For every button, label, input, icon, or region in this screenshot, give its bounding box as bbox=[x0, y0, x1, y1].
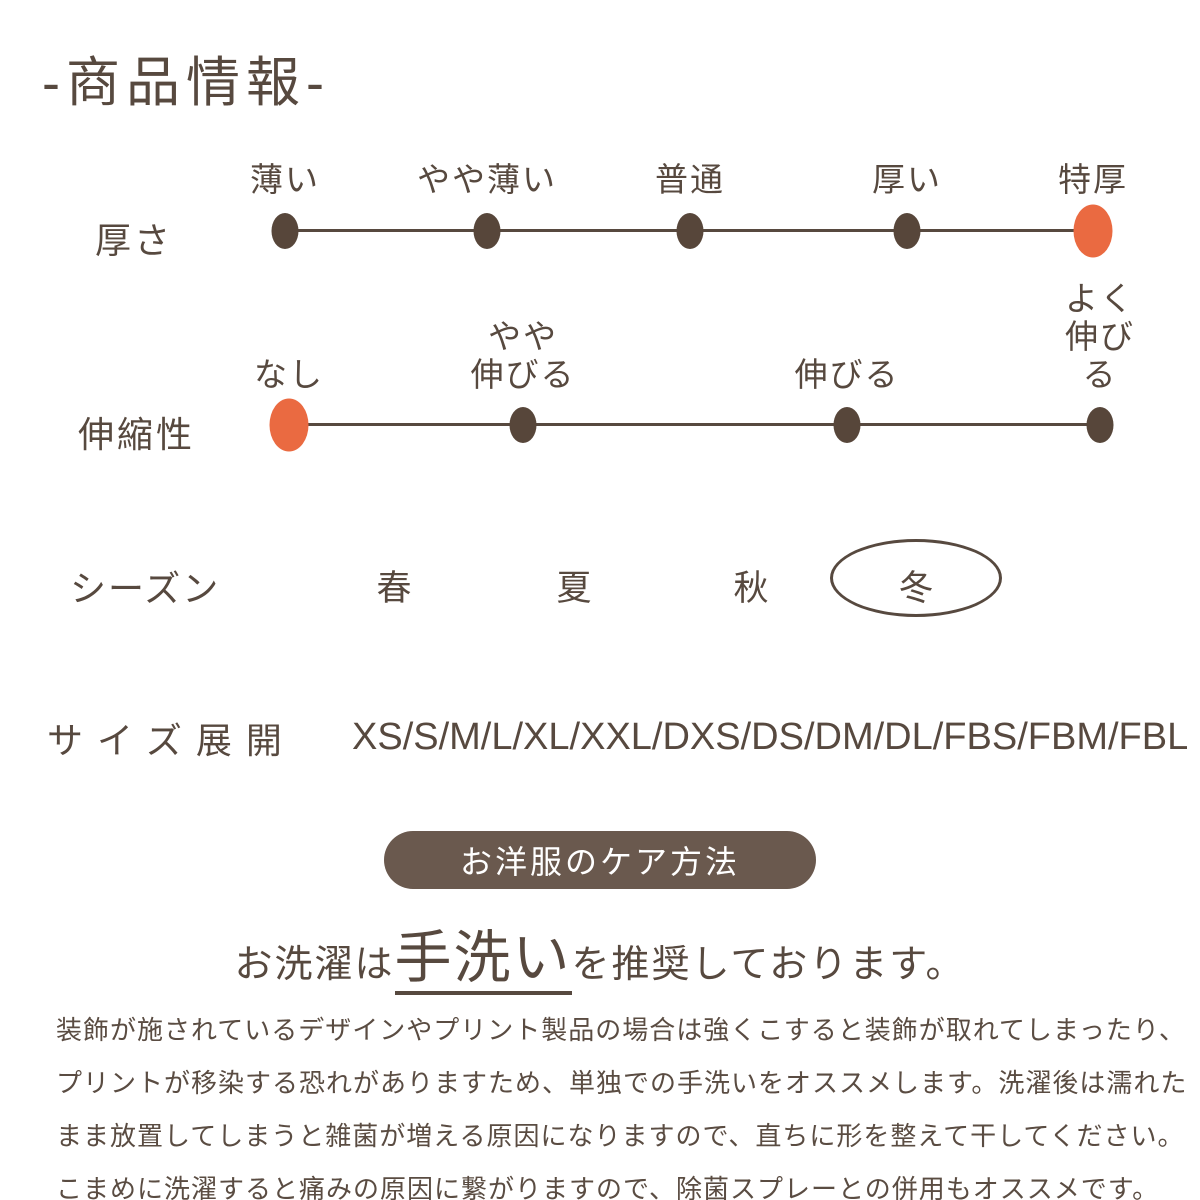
season-option-spring: 春 bbox=[376, 569, 412, 608]
thickness-dot bbox=[271, 213, 299, 249]
headline-suffix: を推奨しております。 bbox=[571, 944, 966, 986]
season-selected-circle bbox=[830, 539, 1002, 617]
page-title: -商品情報- bbox=[42, 53, 330, 113]
care-method-button-label: お洋服のケア方法 bbox=[459, 844, 740, 880]
care-body-line: 装飾が施されているデザインやプリント製品の場合は強くこすると装飾が取れてしまった… bbox=[56, 1015, 1186, 1045]
thickness-option-label: やや薄い bbox=[417, 161, 557, 198]
thickness-dot bbox=[893, 213, 921, 249]
stretch-scale-line bbox=[289, 423, 1100, 426]
thickness-dot bbox=[473, 213, 501, 249]
stretch-dot-selected bbox=[269, 398, 309, 452]
headline-emphasis: 手洗い bbox=[394, 926, 572, 995]
season-option-summer: 夏 bbox=[556, 569, 592, 608]
care-body-line: まま放置してしまうと雑菌が増える原因になりますので、直ちに形を整えて干してくださ… bbox=[56, 1121, 1185, 1151]
thickness-option-label: 特厚 bbox=[1058, 161, 1128, 198]
stretch-option-label: やや 伸びる bbox=[470, 318, 576, 393]
care-method-button[interactable]: お洋服のケア方法 bbox=[384, 831, 816, 889]
thickness-option-label: 普通 bbox=[655, 161, 725, 198]
sizes-row-label: サイズ展開 bbox=[47, 720, 296, 761]
stretch-dot bbox=[833, 407, 861, 443]
care-body-line: こまめに洗濯すると痛みの原因に繋がりますので、除菌スプレーとの併用もオススメです… bbox=[56, 1174, 1160, 1200]
stretch-dot bbox=[509, 407, 537, 443]
thickness-dot bbox=[676, 213, 704, 249]
handwash-headline: お洗濯は手洗いを推奨しております。 bbox=[0, 912, 1200, 995]
season-option-autumn: 秋 bbox=[733, 569, 769, 608]
sizes-value: XS/S/M/L/XL/XXL/DXS/DS/DM/DL/FBS/FBM/FBL bbox=[352, 716, 1189, 758]
stretch-option-label: なし bbox=[254, 356, 324, 393]
thickness-option-label: 薄い bbox=[250, 161, 320, 198]
thickness-option-label: 厚い bbox=[872, 161, 942, 198]
stretch-row-label: 伸縮性 bbox=[78, 414, 196, 455]
stretch-option-label: 伸びる bbox=[794, 356, 900, 393]
thickness-dot-selected bbox=[1073, 204, 1113, 258]
season-option-winter: 冬 bbox=[898, 569, 934, 608]
stretch-option-label: よく 伸びる bbox=[1065, 280, 1135, 393]
headline-prefix: お洗濯は bbox=[234, 944, 395, 986]
care-body-line: プリントが移染する恐れがありますため、単独での手洗いをオススメします。洗濯後は濡… bbox=[56, 1068, 1188, 1098]
thickness-row-label: 厚さ bbox=[95, 220, 174, 261]
season-row-label: シーズン bbox=[70, 568, 221, 609]
stretch-dot bbox=[1086, 407, 1114, 443]
